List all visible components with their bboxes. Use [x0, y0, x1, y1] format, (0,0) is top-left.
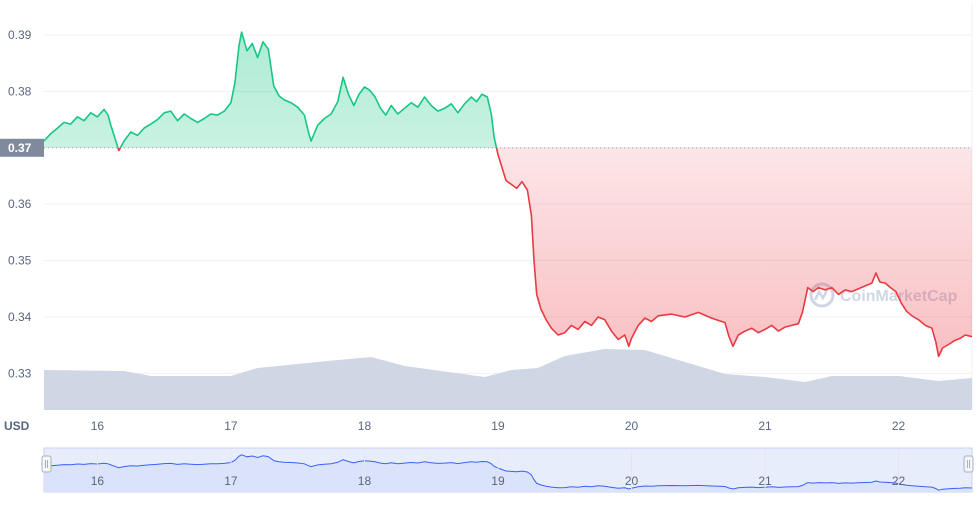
- price-line-up[interactable]: [43, 31, 972, 356]
- y-tick-label: 0.38: [8, 84, 32, 98]
- x-tick-label: 18: [358, 419, 372, 433]
- y-tick-label: 0.39: [8, 28, 32, 42]
- x-tick-label: 17: [224, 419, 238, 433]
- y-tick-label: 0.36: [8, 197, 32, 211]
- area-above-baseline: [44, 32, 497, 148]
- area-below-baseline: [44, 147, 972, 357]
- navigator-tick-label: 19: [491, 474, 505, 488]
- volume-area: [44, 349, 972, 410]
- navigator-right-handle[interactable]: [963, 455, 974, 473]
- x-tick-label: 20: [625, 419, 639, 433]
- x-tick-label: 22: [892, 419, 906, 433]
- range-navigator[interactable]: 16 17 18 19 20 21 22: [41, 447, 974, 493]
- navigator-area: [44, 454, 972, 492]
- y-tick-label: 0.34: [8, 310, 32, 324]
- y-tick-label: 0.33: [8, 366, 32, 380]
- currency-label: USD: [4, 419, 30, 433]
- price-line-down[interactable]: [44, 32, 973, 358]
- navigator-left-handle[interactable]: [41, 455, 52, 473]
- x-tick-label: 19: [491, 419, 505, 433]
- x-tick-label: 21: [758, 419, 772, 433]
- navigator-tick-label: 18: [358, 474, 372, 488]
- volume-shape: [44, 349, 972, 410]
- y-tick-label: 0.35: [8, 254, 32, 268]
- navigator-tick-label: 22: [892, 474, 906, 488]
- baseline: 0.37: [0, 138, 972, 157]
- x-tick-label: 16: [91, 419, 105, 433]
- navigator-tick-label: 16: [91, 474, 105, 488]
- y-axis: 0.39 0.38 0.36 0.35 0.34 0.33: [8, 28, 32, 380]
- baseline-label-box: [0, 138, 44, 157]
- navigator-tick-label: 17: [224, 474, 238, 488]
- price-line[interactable]: [43, 31, 973, 358]
- navigator-tick-label: 21: [758, 474, 772, 488]
- price-area: [44, 32, 972, 357]
- x-axis: USD 16 17 18 19 20 21 22: [4, 419, 906, 433]
- baseline-label: 0.37: [8, 141, 32, 155]
- navigator-line: [43, 454, 973, 491]
- navigator-tick-label: 20: [625, 474, 639, 488]
